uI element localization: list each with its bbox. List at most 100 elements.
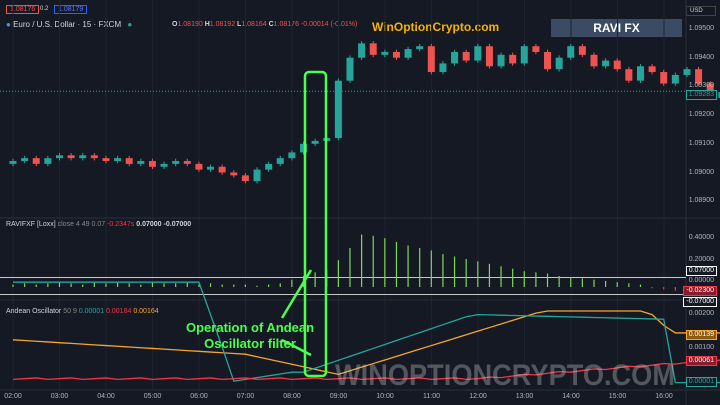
- highlight-box: [303, 70, 328, 378]
- candle: [253, 169, 261, 182]
- site-logo: WinOptionCrypto.com: [372, 20, 500, 34]
- annotation-arrow: [281, 338, 312, 357]
- candle: [358, 43, 366, 58]
- andean-bear-line: [12, 310, 720, 376]
- time-axis-label: 09:00: [329, 393, 348, 400]
- candle: [532, 46, 540, 52]
- candle: [462, 51, 470, 61]
- andean-orange-tag: 0.00139: [685, 330, 717, 340]
- andean-red-tag: 0.00061: [685, 356, 717, 366]
- candle: [718, 92, 720, 98]
- candle: [590, 54, 598, 67]
- time-axis-label: 11:00: [423, 393, 440, 400]
- watermark: WINOPTIONCRYPTO.COM: [335, 359, 675, 392]
- candle: [625, 69, 633, 81]
- candle: [125, 158, 133, 164]
- candle: [660, 72, 668, 84]
- candle: [683, 69, 691, 75]
- price-axis-label: 1.09300: [688, 82, 714, 90]
- candle: [241, 175, 249, 182]
- candle: [79, 155, 87, 159]
- candle: [555, 57, 563, 70]
- time-axis-label: 10:00: [376, 393, 394, 400]
- candle: [671, 74, 679, 84]
- candle: [567, 46, 575, 58]
- candle: [613, 60, 621, 70]
- price-axis-label: 1.09400: [688, 53, 714, 61]
- time-axis-label: 08:00: [283, 393, 301, 400]
- candle: [311, 140, 319, 144]
- candle: [369, 43, 377, 55]
- andean-signal-line: [12, 359, 720, 381]
- time-axis-label: 03:00: [50, 393, 69, 400]
- candle: [160, 163, 168, 167]
- candle: [137, 161, 145, 164]
- price-axis-label: 1.09500: [688, 25, 714, 32]
- andean-teal-tag: 0.00001: [685, 377, 717, 387]
- candle: [114, 158, 122, 162]
- spread: 0.2: [40, 6, 49, 12]
- candle: [276, 158, 284, 164]
- market-status-icon: ●: [127, 20, 133, 29]
- price-sell-badge[interactable]: 1.08176: [6, 5, 40, 14]
- candle: [288, 152, 296, 159]
- time-axis-label: 06:00: [190, 393, 208, 400]
- candle: [300, 143, 307, 153]
- time-axis-label: 13:00: [515, 393, 534, 400]
- candle: [439, 63, 447, 73]
- candle: [9, 161, 17, 164]
- candle: [509, 54, 517, 64]
- candle: [44, 158, 52, 164]
- time-axis-label: 02:00: [4, 393, 22, 400]
- candle: [404, 49, 412, 58]
- candle: [90, 155, 98, 159]
- andean-axis-label: 0.00100: [688, 344, 714, 351]
- candle: [67, 155, 75, 159]
- candle: [392, 51, 400, 58]
- candle: [207, 166, 215, 170]
- candle: [474, 46, 482, 61]
- candle: [102, 158, 110, 162]
- candle: [485, 46, 493, 67]
- time-axis-label: 04:00: [97, 393, 115, 400]
- candle: [695, 69, 703, 84]
- candle: [544, 51, 552, 70]
- candle: [172, 161, 180, 164]
- ravi-axis-label: 0.20000: [688, 256, 714, 263]
- candle: [636, 66, 644, 81]
- candle: [346, 57, 354, 81]
- candle: [183, 161, 191, 164]
- candle: [265, 163, 273, 170]
- candle: [230, 172, 238, 176]
- time-axis-label: 12:00: [469, 393, 487, 400]
- candle: [427, 46, 435, 73]
- candle: [451, 51, 459, 64]
- candle: [218, 166, 226, 173]
- price-buy-badge[interactable]: 1.08179: [54, 5, 88, 14]
- symbol-label: Euro / U.S. Dollar · 15 · FXCM: [13, 20, 122, 29]
- candle: [648, 66, 656, 73]
- candle: [148, 161, 156, 167]
- time-axis-label: 14:00: [562, 393, 580, 400]
- ravi-axis-label: 0.40000: [688, 234, 714, 241]
- symbol-icon: ●: [6, 20, 11, 29]
- candle: [381, 51, 389, 55]
- candle: [32, 158, 40, 164]
- ravi-upper-tag: 0.07000: [685, 266, 717, 276]
- annotation-arrow: [280, 269, 313, 319]
- andean-bull-line: [13, 281, 720, 384]
- candle: [416, 46, 424, 50]
- time-axis-label: 05:00: [143, 393, 162, 400]
- candle: [334, 80, 342, 139]
- ravi-axis-label: 0.00000: [688, 277, 714, 284]
- symbol-title[interactable]: ● Euro / U.S. Dollar · 15 · FXCM ●: [6, 20, 132, 29]
- candle: [520, 46, 528, 64]
- price-axis-label: 1.08900: [688, 197, 714, 205]
- candle: [578, 46, 586, 55]
- candle: [602, 60, 610, 67]
- price-axis-label: 1.09000: [688, 168, 714, 176]
- candle: [497, 54, 505, 67]
- andean-axis-label: 0.00200: [688, 310, 714, 317]
- time-axis-label: 07:00: [236, 393, 255, 400]
